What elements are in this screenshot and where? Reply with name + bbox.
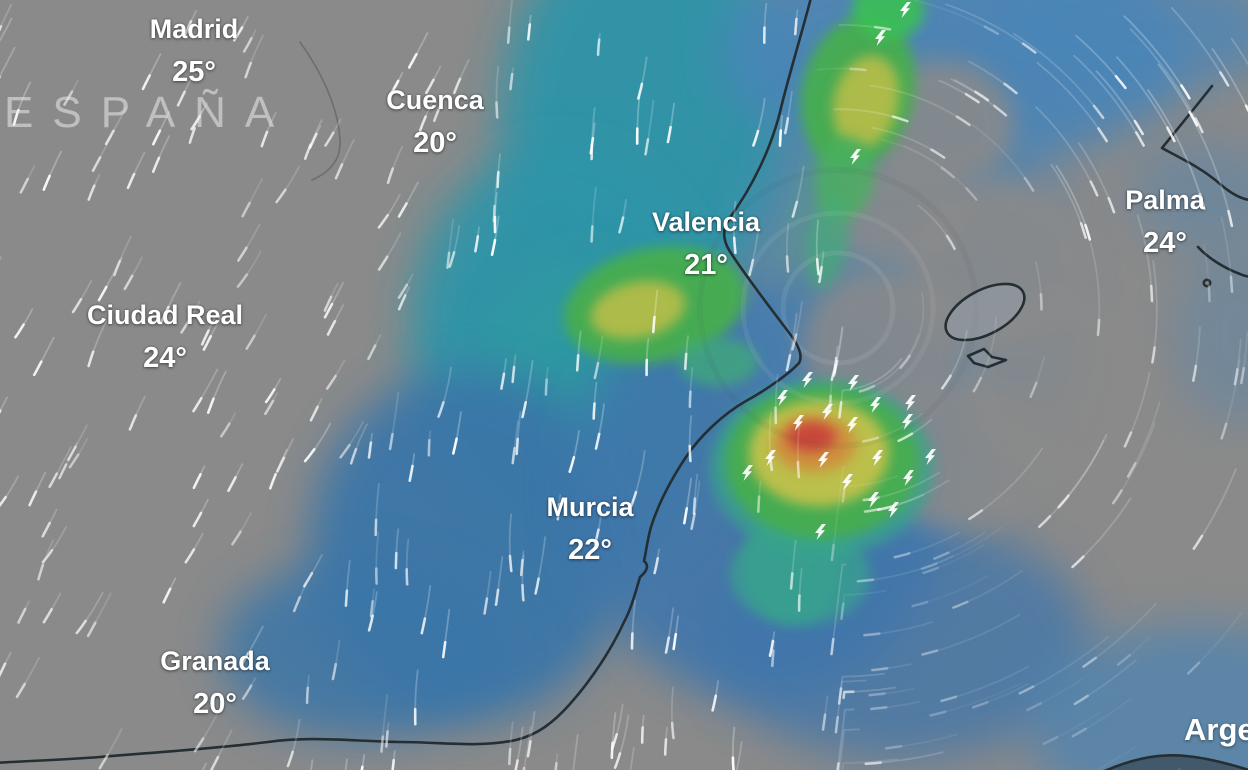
- mallorca-coastline: [1160, 84, 1248, 201]
- ibiza-island: [944, 282, 1026, 342]
- city-temperature: 20°: [193, 688, 237, 720]
- city-name: Murcia: [546, 492, 634, 522]
- city-temperature: 21°: [684, 249, 728, 281]
- city-name: Granada: [160, 646, 270, 676]
- city-name: Ciudad Real: [86, 300, 244, 330]
- city-temperature: 24°: [143, 342, 187, 374]
- city-label-madrid[interactable]: Madrid 25°: [150, 13, 239, 88]
- region-border: [299, 41, 341, 181]
- city-temperature: 20°: [413, 127, 457, 159]
- city-label-granada[interactable]: Granada 20°: [160, 645, 270, 720]
- small-island: [1202, 278, 1212, 288]
- city-name: Madrid: [149, 14, 239, 44]
- city-label-palma[interactable]: Palma 24°: [1125, 184, 1205, 259]
- formentera-island: [966, 347, 1008, 369]
- city-name: Valencia: [651, 207, 761, 237]
- city-temperature: 24°: [1143, 227, 1187, 259]
- spain-east-coastline: [0, 0, 812, 764]
- country-watermark: ESPAÑA: [4, 88, 294, 137]
- city-temperature: 22°: [568, 534, 612, 566]
- city-label-valencia[interactable]: Valencia 21°: [652, 206, 760, 281]
- city-temperature: 25°: [172, 56, 216, 88]
- city-label-cuenca[interactable]: Cuenca 20°: [386, 84, 484, 159]
- africa-coastline: [1103, 754, 1248, 770]
- city-label-murcia[interactable]: Murcia 22°: [546, 491, 633, 566]
- city-name: Palma: [1125, 185, 1205, 215]
- city-name: Cuenca: [386, 85, 484, 115]
- city-label-argel[interactable]: Argel: [1184, 712, 1248, 747]
- mallorca-bay-coastline: [1196, 245, 1248, 278]
- city-label-ciudad-real[interactable]: Ciudad Real 24°: [87, 299, 243, 374]
